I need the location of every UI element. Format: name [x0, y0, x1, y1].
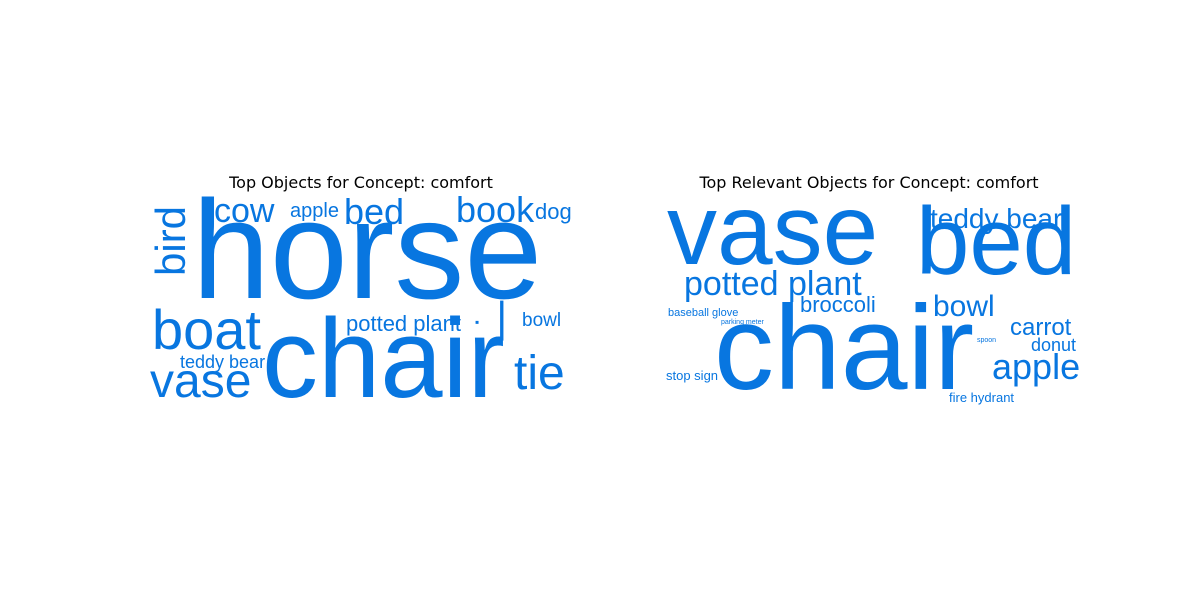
cloud-word: chair	[714, 281, 975, 415]
cloud-word: boat	[152, 298, 261, 361]
cloud-word: potted plant	[346, 311, 461, 336]
cloud-word: stop sign	[666, 368, 719, 383]
cloud-word: carrot	[1010, 314, 1072, 341]
cloud-word: bird	[147, 205, 194, 276]
cloud-word: tie	[514, 347, 565, 400]
cloud-word: book	[456, 189, 535, 230]
cloud-word: horse	[192, 171, 543, 328]
cloud-word: bowl	[522, 310, 562, 331]
cloud-word: ▪	[475, 315, 480, 329]
cloud-word: bowl	[933, 290, 995, 323]
cloud-word: ▪	[919, 305, 923, 317]
panel-title-left: Top Objects for Concept: comfort	[229, 173, 493, 192]
cloud-word: broccoli	[800, 292, 876, 317]
cloud-word: bed	[344, 191, 405, 232]
cloud-word: vase	[150, 355, 252, 408]
cloud-word: spoon	[977, 337, 997, 344]
cloud-word: baseball glove	[668, 307, 739, 319]
cloud-word: vase	[667, 174, 879, 286]
cloud-word: donut	[1031, 335, 1077, 355]
cloud-word: cow	[214, 192, 275, 230]
cloud-word: bed	[916, 188, 1077, 295]
cloud-word: fire hydrant	[949, 390, 1015, 405]
cloud-word: apple	[290, 200, 339, 222]
word-cloud-left: horse chair boat vase bird cow apple bed book dog…	[147, 180, 572, 421]
cloud-word: teddy bear	[930, 203, 1063, 234]
cloud-word: chair	[262, 296, 505, 421]
word-cloud-right: vase bed chair teddy bear potted plant brocco…	[664, 180, 1080, 415]
cloud-word: teddy bear	[180, 352, 266, 372]
cloud-word: parking meter	[721, 319, 764, 326]
cloud-word: dog	[535, 199, 572, 224]
cloud-word: ❘	[485, 296, 519, 340]
cloud-word: apple	[992, 346, 1081, 387]
panel-title-right: Top Relevant Objects for Concept: comfor…	[699, 173, 1039, 192]
cloud-word: potted plant	[684, 265, 862, 303]
